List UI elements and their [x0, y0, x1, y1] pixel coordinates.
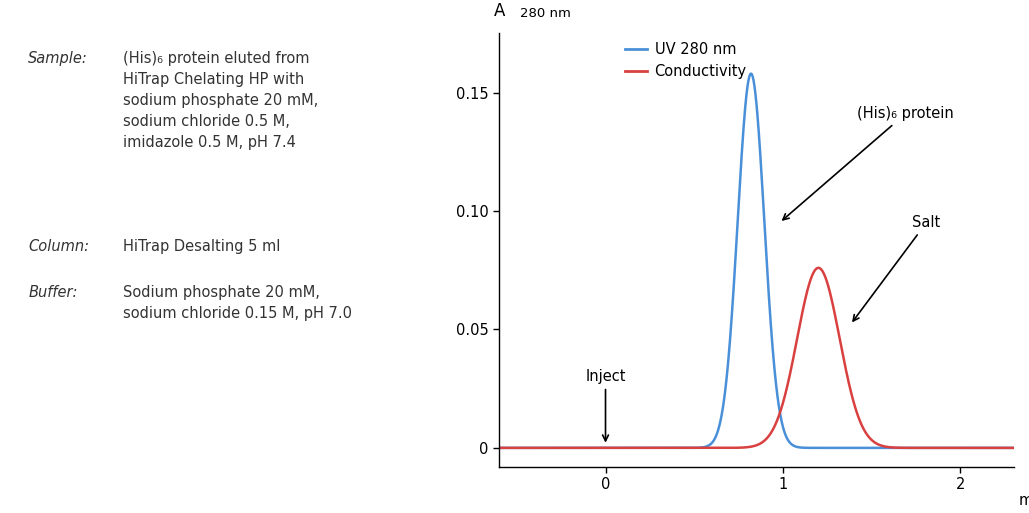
Text: Column:: Column:: [29, 239, 90, 253]
Text: HiTrap Desalting 5 ml: HiTrap Desalting 5 ml: [123, 239, 281, 253]
Text: (His)₆ protein eluted from
HiTrap Chelating HP with
sodium phosphate 20 mM,
sodi: (His)₆ protein eluted from HiTrap Chelat…: [123, 51, 319, 150]
Text: 280 nm: 280 nm: [520, 7, 570, 21]
Legend: UV 280 nm, Conductivity: UV 280 nm, Conductivity: [619, 36, 752, 85]
Text: Sample:: Sample:: [29, 51, 88, 66]
Text: Buffer:: Buffer:: [29, 285, 78, 300]
Text: Salt: Salt: [853, 215, 941, 321]
Text: A: A: [494, 3, 505, 21]
Text: min: min: [1019, 493, 1029, 508]
Text: (His)₆ protein: (His)₆ protein: [783, 106, 954, 220]
Text: Sodium phosphate 20 mM,
sodium chloride 0.15 M, pH 7.0: Sodium phosphate 20 mM, sodium chloride …: [123, 285, 353, 321]
Text: Inject: Inject: [586, 369, 626, 441]
